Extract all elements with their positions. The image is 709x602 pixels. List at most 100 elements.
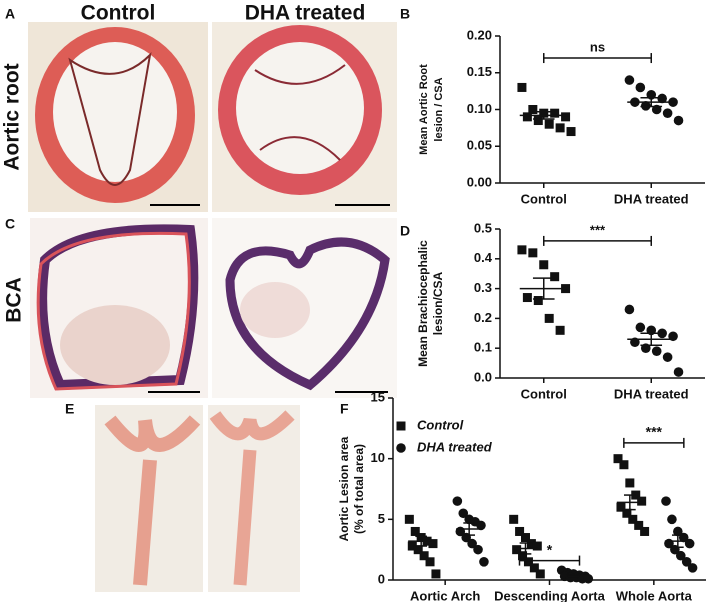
data-point — [657, 328, 667, 339]
column-label: DHA treated — [245, 2, 366, 25]
data-point — [533, 116, 543, 126]
y-tick-label: 0.0 — [474, 369, 492, 384]
data-point — [662, 352, 673, 362]
row-label: Aortic root — [1, 63, 24, 170]
data-point — [631, 490, 641, 500]
data-point — [675, 550, 686, 561]
data-point — [523, 557, 533, 567]
data-point — [544, 313, 554, 323]
y-axis-label: Mean Brachiocephalic — [416, 240, 430, 367]
data-point — [533, 296, 543, 306]
data-point — [634, 520, 644, 530]
x-tick-label: DHA treated — [614, 191, 689, 206]
data-point — [622, 508, 632, 518]
data-point — [544, 119, 554, 129]
data-point — [673, 526, 683, 537]
x-tick-label: Control — [521, 386, 567, 401]
data-point — [410, 526, 420, 536]
data-point — [522, 112, 532, 122]
chart: B Mean Aortic Root lesion / CSA 0.00 0.05 0.1… — [400, 6, 705, 206]
data-point — [651, 346, 662, 356]
y-tick-label: 0.4 — [474, 250, 493, 265]
data-point — [635, 322, 646, 333]
y-axis-label: lesion / CSA — [433, 77, 445, 141]
legend-label: Control — [417, 417, 464, 432]
data-point — [555, 123, 565, 133]
y-tick-label: 0.10 — [467, 101, 492, 116]
y-tick-label: 0.00 — [467, 174, 492, 189]
data-point — [467, 538, 477, 549]
legend-marker — [396, 443, 406, 453]
data-point — [526, 539, 536, 549]
x-tick-label: Aortic Arch — [410, 588, 480, 602]
y-tick-label: 0.2 — [474, 310, 492, 325]
data-point — [521, 533, 530, 543]
data-point — [667, 514, 677, 525]
data-point — [413, 545, 423, 555]
data-point — [529, 563, 539, 573]
micrograph-c-dha — [212, 218, 397, 398]
x-tick-label: Whole Aorta — [616, 588, 693, 602]
data-point — [428, 539, 438, 549]
data-point — [613, 454, 623, 464]
data-point — [662, 108, 673, 118]
data-point — [550, 272, 560, 282]
data-point — [681, 557, 692, 567]
y-tick-label: 0.3 — [474, 280, 492, 295]
panel-letter: A — [5, 6, 15, 22]
panel-letter: E — [65, 401, 74, 417]
data-point — [425, 557, 435, 567]
significance-label: * — [547, 541, 553, 557]
legend-label: DHA treated — [417, 439, 493, 454]
data-point — [637, 496, 647, 506]
y-tick-label: 0.15 — [467, 64, 492, 79]
data-point — [555, 325, 565, 335]
data-point — [517, 245, 527, 255]
data-point — [522, 293, 532, 303]
y-tick-label: 0.20 — [467, 27, 492, 42]
y-tick-label: 10 — [371, 450, 385, 465]
data-point — [458, 508, 469, 519]
data-point — [528, 105, 538, 114]
data-point — [661, 496, 671, 506]
significance-label: *** — [646, 424, 663, 440]
y-axis-label: lesion/CSA — [431, 272, 445, 336]
data-point — [535, 569, 545, 579]
y-axis-label: Aortic Lesion area — [337, 436, 351, 541]
photo-e-control — [95, 405, 203, 592]
photo-e-dha — [208, 405, 300, 592]
x-tick-label: Control — [521, 191, 567, 206]
y-tick-label: 0.05 — [467, 138, 492, 153]
data-point — [539, 260, 549, 270]
y-tick-label: 0.5 — [474, 220, 492, 235]
y-tick-label: 5 — [378, 511, 385, 526]
column-label: Control — [81, 2, 156, 25]
x-tick-label: Descending Aorta — [494, 588, 606, 602]
data-point — [624, 75, 635, 85]
data-point — [407, 541, 417, 551]
data-point — [657, 93, 667, 104]
data-point — [473, 544, 483, 555]
data-point — [419, 551, 429, 561]
data-point — [673, 115, 684, 126]
data-point — [512, 545, 522, 555]
data-point — [452, 496, 463, 506]
chart: F Aortic Lesion area (% of total area) 0 5 10… — [337, 389, 706, 602]
data-point — [687, 563, 698, 573]
data-point — [532, 541, 542, 551]
y-tick-label: 0 — [378, 571, 385, 586]
panel-letter: C — [5, 216, 15, 232]
significance-label: *** — [590, 222, 606, 237]
significance-label: ns — [590, 39, 605, 54]
data-point — [619, 460, 629, 470]
data-point — [635, 82, 646, 93]
y-axis-label: Mean Aortic Root — [418, 64, 430, 155]
data-point — [479, 557, 489, 567]
micrograph-a-dha — [212, 22, 397, 212]
data-point — [515, 526, 525, 536]
panel-letter: B — [400, 6, 410, 22]
y-axis-label: (% of total area) — [352, 444, 366, 534]
micrograph-a-control — [28, 22, 208, 212]
data-point — [628, 514, 638, 524]
legend-marker — [396, 421, 406, 431]
